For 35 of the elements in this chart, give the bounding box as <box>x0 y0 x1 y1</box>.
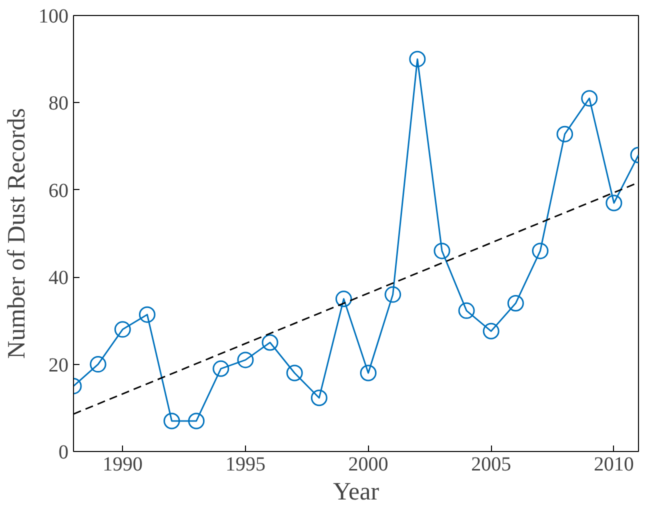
point <box>286 364 303 382</box>
point <box>409 50 426 68</box>
y-tick-label: 60 <box>48 180 68 202</box>
point <box>335 290 352 308</box>
point <box>164 412 180 430</box>
point <box>188 412 205 430</box>
point <box>237 352 254 368</box>
x-tick-label: 2000 <box>348 454 388 476</box>
x-tick-label: 1995 <box>225 454 266 476</box>
x-tick-label: 2010 <box>594 454 634 476</box>
y-tick-label: 80 <box>48 92 68 115</box>
y-tick-label: 20 <box>48 354 68 376</box>
x-tick-label: 1990 <box>102 454 143 476</box>
y-tick-label: 100 <box>38 6 68 28</box>
point <box>606 194 622 212</box>
point <box>482 322 500 340</box>
point <box>458 302 475 319</box>
y-tick-label: 0 <box>58 442 68 464</box>
x-tick-label: 2005 <box>471 454 512 476</box>
point <box>90 356 106 373</box>
point <box>581 90 598 107</box>
point <box>434 242 450 260</box>
point <box>262 334 278 351</box>
x-axis-title: Year <box>332 478 380 506</box>
point <box>212 360 230 377</box>
point <box>310 390 328 406</box>
point <box>114 321 131 338</box>
point <box>138 306 156 323</box>
point <box>556 126 574 142</box>
point <box>532 242 548 260</box>
point <box>384 286 402 303</box>
point <box>507 295 524 312</box>
point <box>360 364 377 382</box>
y-axis-title: Number of Dust Records <box>4 108 30 359</box>
y-tick-label: 40 <box>48 267 68 290</box>
